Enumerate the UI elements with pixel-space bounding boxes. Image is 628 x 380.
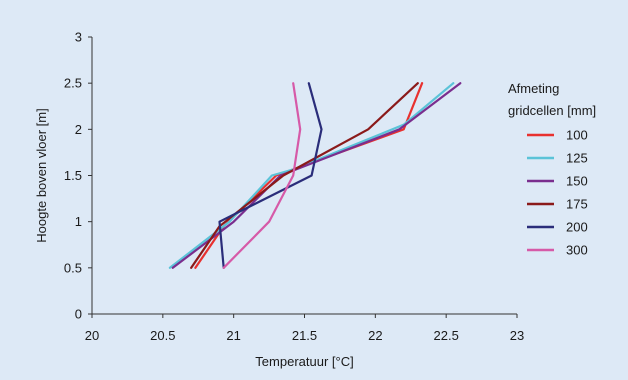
x-tick-label: 21.5	[292, 328, 317, 343]
y-tick-label: 2.5	[64, 76, 82, 91]
legend-label-125: 125	[566, 151, 588, 166]
y-tick-label: 0.5	[64, 260, 82, 275]
series-line-200	[218, 82, 323, 269]
x-tick-label: 22.5	[434, 328, 459, 343]
axes: 20 20.5 21 21.5 22 22.5 2300.511.522.53Tempera…	[34, 30, 524, 370]
x-tick-label: 20.5	[150, 328, 175, 343]
x-tick-label: 20	[85, 328, 99, 343]
series-line-175	[190, 82, 419, 269]
x-axis-label: Temperatuur [°C]	[255, 354, 353, 369]
x-tick-label: 23	[510, 328, 524, 343]
legend-title-line-1: Afmeting	[508, 81, 559, 96]
y-tick-label: 2	[75, 122, 82, 137]
y-tick-label: 3	[75, 30, 82, 45]
legend-title-line-2: gridcellen [mm]	[508, 103, 596, 118]
series-line-100	[194, 82, 424, 269]
legend: Afmeting gridcellen [mm] 100 125 150 175 200 30…	[508, 81, 596, 258]
legend-label-200: 200	[566, 220, 588, 235]
x-tick-label: 22	[368, 328, 382, 343]
y-tick-label: 1	[75, 214, 82, 229]
y-tick-label: 1.5	[64, 168, 82, 183]
y-tick-label: 0	[75, 307, 82, 322]
series-group	[168, 82, 462, 269]
legend-label-175: 175	[566, 197, 588, 212]
series-line-300	[222, 82, 302, 269]
legend-label-150: 150	[566, 174, 588, 189]
y-axis-label: Hoogte boven vloer [m]	[34, 108, 49, 242]
x-tick-label: 21	[226, 328, 240, 343]
legend-label-100: 100	[566, 128, 588, 143]
legend-label-300: 300	[566, 243, 588, 258]
